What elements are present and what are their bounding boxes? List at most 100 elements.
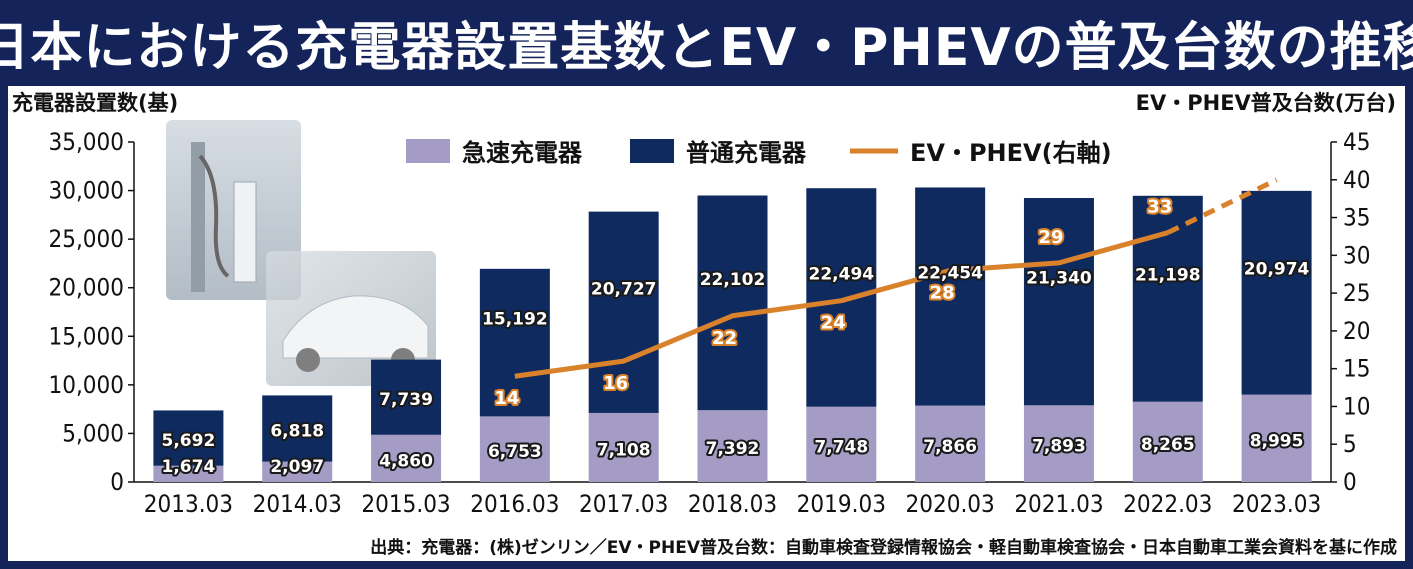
bar-normal-charger <box>1132 195 1203 402</box>
bar-normal-charger <box>1023 198 1094 406</box>
data-label-quick-text: 8,995 <box>1250 431 1304 451</box>
y-tick-label-left: 35,000 <box>48 128 124 156</box>
data-label-normal-outline: 15,192 <box>482 310 548 330</box>
data-label-ev-text: 28 <box>930 282 955 303</box>
y-tick-label-right: 15 <box>1343 355 1370 383</box>
data-label-quick-outline: 6,753 <box>488 442 542 462</box>
bar-normal-charger <box>153 410 224 466</box>
data-label-normal-text: 21,340 <box>1026 269 1092 289</box>
data-label-normal-text: 15,192 <box>482 310 548 330</box>
chart-svg: 0 5,000 10,000 15,000 20,000 25,000 30,000 35,0… <box>12 91 1397 558</box>
chart-panel: 0 5,000 10,000 15,000 20,000 25,000 30,000 35,0… <box>8 86 1405 561</box>
data-label-normal-outline: 21,198 <box>1135 266 1201 286</box>
bar-normal-charger <box>588 211 659 413</box>
y-tick-label-right: 0 <box>1343 468 1357 496</box>
data-label-quick-outline: 7,748 <box>814 437 868 457</box>
y-tick-label-right: 5 <box>1343 430 1357 458</box>
data-label-normal-text: 7,739 <box>379 390 433 410</box>
x-tick-label: 2023.03 <box>1232 490 1321 518</box>
y-tick-label-left: 25,000 <box>48 225 124 253</box>
bar-normal-charger <box>479 268 550 417</box>
data-label-quick-text: 6,753 <box>488 442 542 462</box>
data-label-normal-outline: 22,494 <box>809 264 875 284</box>
data-label-normal-text: 22,454 <box>917 264 983 284</box>
bar-normal-charger <box>371 359 442 435</box>
bar-normal-charger <box>915 187 986 406</box>
data-label-quick-text: 4,860 <box>379 451 433 471</box>
data-label-ev-outline: 29 <box>1038 227 1063 248</box>
data-label-ev-outline: 24 <box>821 313 846 334</box>
data-label-ev-text: 33 <box>1147 197 1172 218</box>
bar-quick-charger <box>479 416 550 482</box>
data-label-quick-outline: 7,392 <box>706 439 760 459</box>
x-tick-label: 2022.03 <box>1123 490 1212 518</box>
ev-phev-line <box>514 177 1278 379</box>
data-label-quick-text: 7,748 <box>814 437 868 457</box>
data-label-normal-text: 20,727 <box>591 279 657 299</box>
data-label-quick-text: 2,097 <box>270 457 324 477</box>
data-label-normal-text: 6,818 <box>270 422 324 442</box>
data-label-normal-outline: 7,739 <box>379 390 433 410</box>
bar-quick-charger <box>1023 405 1094 482</box>
bar-normal-charger <box>262 395 333 462</box>
bar-quick-charger <box>1241 394 1312 482</box>
x-tick-label: 2017.03 <box>579 490 668 518</box>
y-tick-label-left: 0 <box>110 468 124 496</box>
bar-normal-charger <box>697 195 768 411</box>
data-label-normal-outline: 22,102 <box>700 270 766 290</box>
data-label-normal-outline: 5,692 <box>162 431 216 451</box>
x-tick-label: 2013.03 <box>144 490 233 518</box>
x-tick-label: 2021.03 <box>1014 490 1103 518</box>
x-tick-label: 2019.03 <box>797 490 886 518</box>
x-tick-label: 2018.03 <box>688 490 777 518</box>
source-note: 出典：充電器：(株)ゼンリン／EV・PHEV普及台数：自動車検査登録情報協会・軽… <box>370 537 1397 558</box>
bar-quick-charger <box>697 410 768 482</box>
legend-label-normal: 普通充電器 <box>686 139 807 167</box>
legend: 急速充電器 普通充電器 EV・PHEV(右軸) <box>406 139 1112 167</box>
y-tick-label-right: 10 <box>1343 392 1370 420</box>
data-label-normal-text: 22,494 <box>809 264 875 284</box>
y-tick-label-right: 35 <box>1343 204 1370 232</box>
data-label-ev-text: 24 <box>821 313 846 334</box>
y-tick-label-right: 45 <box>1343 128 1370 156</box>
line-solid-segment <box>514 230 1169 379</box>
data-label-normal-text: 20,974 <box>1244 260 1310 280</box>
data-label-quick-outline: 8,995 <box>1250 431 1304 451</box>
y-axis-left-title: 充電器設置数(基) <box>12 91 178 115</box>
data-label-quick-outline: 4,860 <box>379 451 433 471</box>
data-label-quick-text: 7,893 <box>1032 437 1086 457</box>
data-label-normal-outline: 22,454 <box>917 264 983 284</box>
y-tick-label-left: 5,000 <box>62 419 124 447</box>
data-label-quick-text: 7,866 <box>923 437 977 457</box>
data-label-ev-outline: 28 <box>930 282 955 303</box>
data-label-ev-outline: 16 <box>603 373 628 394</box>
x-tick-label: 2015.03 <box>361 490 450 518</box>
bar-quick-charger <box>588 412 659 482</box>
y-axis-right-title: EV・PHEV普及台数(万台) <box>1136 91 1396 115</box>
legend-swatch-quick <box>406 139 450 163</box>
y-tick-label-right: 40 <box>1343 166 1370 194</box>
data-label-ev-text: 16 <box>603 373 628 394</box>
data-label-normal-outline: 21,340 <box>1026 269 1092 289</box>
